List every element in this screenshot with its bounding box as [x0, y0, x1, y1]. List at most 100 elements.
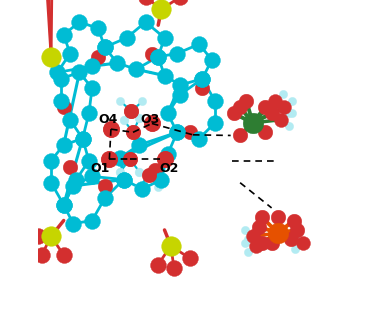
Point	[130, 130, 136, 135]
Point	[174, 51, 180, 56]
Point	[128, 108, 134, 113]
Point	[60, 32, 67, 37]
Point	[139, 99, 145, 104]
Point	[57, 76, 64, 81]
Point	[294, 227, 300, 232]
Point	[199, 76, 205, 81]
Point	[250, 234, 256, 239]
Point	[60, 202, 67, 207]
Point	[287, 237, 294, 242]
Point	[212, 120, 218, 125]
Point	[279, 105, 286, 110]
Point	[145, 172, 152, 177]
Text: O2: O2	[160, 162, 179, 175]
Point	[102, 183, 108, 188]
Point	[120, 177, 127, 182]
Point	[127, 157, 133, 162]
Point	[155, 54, 162, 59]
Text: O4: O4	[98, 113, 118, 126]
Point	[48, 234, 54, 239]
Point	[35, 234, 42, 239]
Point	[130, 130, 136, 135]
Point	[253, 243, 259, 248]
Point	[279, 92, 286, 97]
Point	[158, 7, 165, 12]
Point	[242, 240, 248, 245]
Point	[250, 120, 256, 125]
Point	[262, 130, 269, 135]
Point	[196, 136, 202, 141]
Point	[70, 183, 76, 188]
Point	[292, 246, 298, 251]
Point	[259, 215, 265, 220]
Point	[174, 130, 180, 135]
Point	[123, 35, 130, 40]
Point	[237, 133, 243, 138]
Point	[76, 20, 83, 25]
Point	[139, 186, 145, 192]
Point	[212, 98, 218, 103]
Point	[136, 169, 142, 174]
Point	[230, 111, 237, 116]
Point	[155, 185, 162, 190]
Point	[76, 70, 83, 75]
Point	[67, 164, 73, 169]
Point	[278, 117, 284, 122]
Point	[108, 127, 114, 132]
Point	[127, 157, 133, 162]
Point	[177, 92, 183, 97]
Point	[57, 98, 64, 103]
Point	[80, 136, 86, 141]
Point	[117, 99, 123, 104]
Point	[289, 111, 295, 116]
Text: O1: O1	[90, 162, 110, 175]
Point	[86, 111, 92, 116]
Point	[155, 54, 162, 59]
Point	[177, 83, 183, 88]
Point	[168, 243, 174, 248]
Point	[48, 180, 54, 185]
Point	[60, 202, 67, 207]
Point	[286, 123, 292, 129]
Point	[158, 177, 165, 182]
Point	[80, 136, 86, 141]
Point	[136, 142, 142, 147]
Point	[300, 240, 306, 245]
Point	[133, 67, 139, 72]
Point	[89, 64, 95, 69]
Point	[162, 35, 168, 40]
Point	[171, 265, 177, 270]
Point	[269, 240, 275, 245]
Point	[60, 105, 67, 110]
Point	[117, 155, 123, 160]
Point	[48, 158, 54, 163]
Point	[95, 26, 102, 31]
Point	[174, 130, 180, 135]
Point	[73, 177, 80, 182]
Point	[38, 253, 45, 258]
Point	[89, 86, 95, 91]
Point	[106, 157, 113, 162]
Point	[292, 234, 298, 239]
Point	[102, 45, 108, 50]
Point	[259, 240, 265, 245]
Point	[165, 111, 171, 116]
Point	[286, 111, 292, 116]
Text: O3: O3	[141, 113, 160, 126]
Point	[289, 98, 295, 103]
Point	[89, 218, 95, 223]
Point	[120, 117, 127, 122]
Point	[199, 86, 205, 91]
Point	[162, 157, 168, 162]
Point	[155, 262, 162, 267]
Point	[60, 142, 67, 147]
Point	[245, 249, 251, 255]
Point	[272, 98, 278, 103]
Point	[149, 121, 155, 126]
Point	[262, 105, 269, 110]
Point	[243, 98, 250, 103]
Point	[290, 218, 297, 223]
Point	[60, 253, 67, 258]
Point	[106, 157, 113, 162]
Point	[209, 57, 215, 62]
